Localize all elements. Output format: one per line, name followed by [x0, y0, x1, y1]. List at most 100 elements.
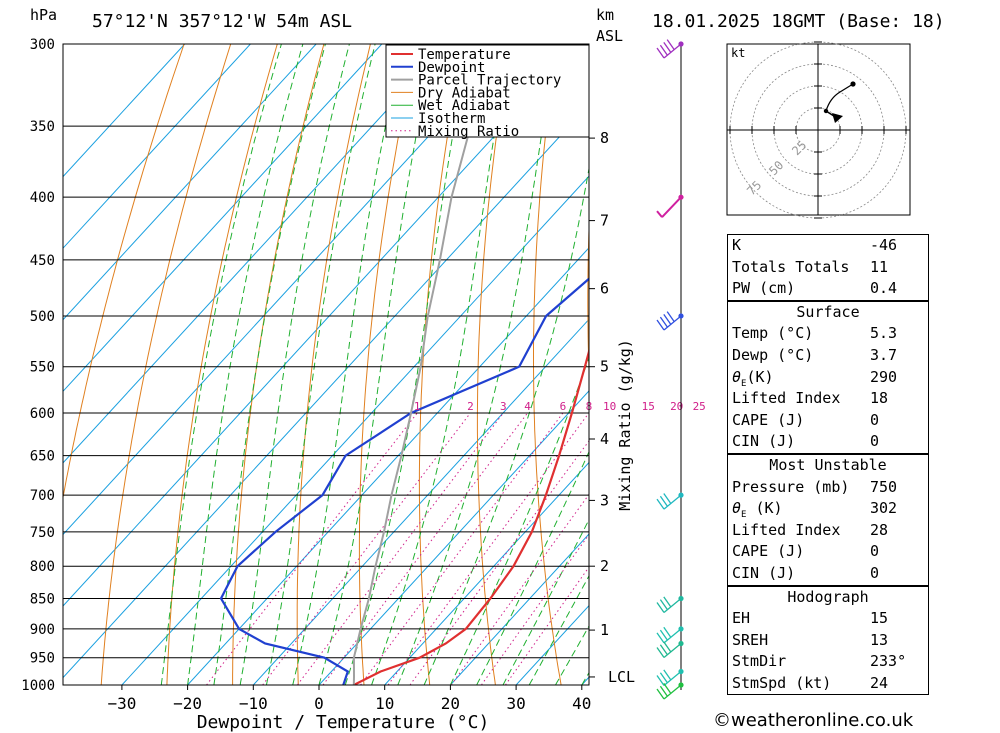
wind-barb-feather [656, 602, 665, 613]
pressure-tick-label: 400 [30, 190, 55, 206]
surface-title: Surface [728, 300, 928, 324]
temperature-tick-label: 30 [506, 694, 525, 713]
mixing-ratio-line [450, 493, 589, 685]
surface-temp-row: Temp (°C) 5.3 [732, 324, 898, 343]
surface-cin-row: CIN (J) 0 [732, 432, 880, 451]
wind-barb-staff [663, 494, 682, 510]
dry-adiabat-line [641, 44, 693, 685]
wind-barb-feather [663, 669, 672, 681]
hodo-sreh-row: SREH 13 [732, 630, 889, 649]
pressure-tick-label: 900 [30, 622, 55, 638]
legend-label: Wet Adiabat [418, 98, 511, 114]
mu-theta-row: θE (K) 302 [732, 499, 898, 521]
wet-adiabat-line [449, 356, 589, 685]
dry-adiabat-line [929, 44, 1000, 685]
isotherm-line [63, 103, 589, 679]
temperature-tick-label: −30 [107, 694, 136, 713]
hodo-stmdir-row: StmDir 233° [732, 652, 907, 671]
hodo-stmspd-row: StmSpd (kt) 24 [732, 673, 889, 692]
mu-cin-row: CIN (J) 0 [732, 563, 880, 582]
wet-adiabat-line [371, 44, 511, 685]
x-axis-label: Dewpoint / Temperature (°C) [197, 712, 490, 733]
height-tick-label: 1 [600, 621, 609, 639]
pressure-tick-label: 950 [30, 651, 55, 667]
isotherm-line [63, 44, 514, 536]
isotherm-line [384, 461, 589, 685]
pressure-tick-label: 700 [30, 488, 55, 504]
wind-barb-feather [663, 626, 672, 638]
pressure-tick-label: 300 [30, 37, 55, 53]
wind-barb [656, 493, 682, 510]
plot-frame [62, 43, 590, 686]
hodograph-top-point [850, 81, 856, 87]
temperature-tick-label: 0 [314, 694, 324, 713]
isotherm-line [63, 44, 580, 607]
hodograph-unit: kt [731, 46, 745, 60]
mixing-ratio-line [360, 412, 564, 685]
legend-label: Isotherm [418, 111, 485, 127]
temperature-line [353, 347, 589, 685]
copyright-text: ©weatheronline.co.uk [713, 710, 914, 731]
pressure-tick-label: 750 [30, 525, 55, 541]
wet-adiabat-line [318, 44, 435, 685]
isotherm-line [63, 44, 448, 464]
parcel-trajectory-line [352, 69, 491, 685]
pressure-tick-label: 500 [30, 309, 55, 325]
height-tick-label: 7 [600, 212, 609, 230]
wind-barb [656, 311, 682, 331]
km-unit-label: km [596, 6, 614, 24]
isotherm-line [252, 318, 589, 685]
wind-barb-feather [656, 498, 665, 510]
surface-dewp-row: Dewp (°C) 3.7 [732, 345, 898, 364]
surface-section: Surface Temp (°C) 5.3 Dewp (°C) 3.7 θE(K) 2… [728, 300, 928, 454]
wind-barb-feather [656, 319, 665, 331]
wind-barb-feather [663, 313, 672, 325]
most-unstable-title: Most Unstable [728, 453, 928, 477]
wind-barb-feather [659, 672, 668, 684]
hpa-unit-label: hPa [30, 6, 57, 24]
wind-barb-staff [663, 642, 682, 658]
wind-barb [656, 596, 682, 613]
wind-barb-staff [663, 43, 682, 59]
wind-barb-feather [663, 493, 672, 504]
mixing-ratio-label: 3 [500, 400, 507, 413]
temperature-tick-label: 10 [375, 694, 394, 713]
profile-series [219, 69, 589, 685]
temperature-tick-label: 20 [441, 694, 460, 713]
legend-label: Dewpoint [418, 60, 485, 76]
wind-barb-staff [663, 684, 682, 700]
mixing-ratio-line [504, 566, 589, 685]
mixing-ratio-label: 2 [467, 400, 474, 413]
mixing-ratio-label: 10 [603, 400, 616, 413]
hodograph-trace [825, 83, 854, 112]
pressure-tick-label: 1000 [21, 678, 55, 694]
pressure-tick-label: 350 [30, 119, 55, 135]
most-unstable-section: Most Unstable Pressure (mb) 750 θE (K) 302… [728, 453, 928, 586]
wet-adiabat-line [160, 44, 282, 685]
isotherm-line [63, 44, 383, 393]
wind-barb-feather [659, 685, 668, 697]
mu-pressure-row: Pressure (mb) 750 [732, 477, 898, 496]
pressure-tick-label: 850 [30, 591, 55, 607]
legend-label: Mixing Ratio [418, 124, 519, 140]
index-pw-row: PW (cm) 0.4 [732, 279, 898, 298]
pressure-tick-label: 550 [30, 360, 55, 376]
mixing-ratio-labels: 1 2 3 4 6 8 10 15 20 25 [414, 400, 706, 413]
mixing-ratio-axis-label: Mixing Ratio (g/kg) [616, 339, 634, 511]
wind-barb-feather [659, 44, 668, 56]
wind-barb-feather [659, 629, 668, 641]
hodograph-title: Hodograph [728, 585, 928, 609]
wind-barb-feather [656, 47, 665, 59]
wind-barb-feather [659, 495, 668, 507]
wind-barb-feather [656, 632, 665, 644]
dry-adiabat-line [976, 44, 1000, 685]
wind-barb-feather [659, 644, 668, 656]
wind-barb-feather [663, 641, 672, 653]
temperature-tick-label: −20 [173, 694, 202, 713]
isotherm-line [187, 247, 589, 685]
mixing-ratio-line [206, 412, 418, 685]
dry-adiabat-line [232, 44, 325, 685]
isotherm-line [318, 390, 589, 685]
